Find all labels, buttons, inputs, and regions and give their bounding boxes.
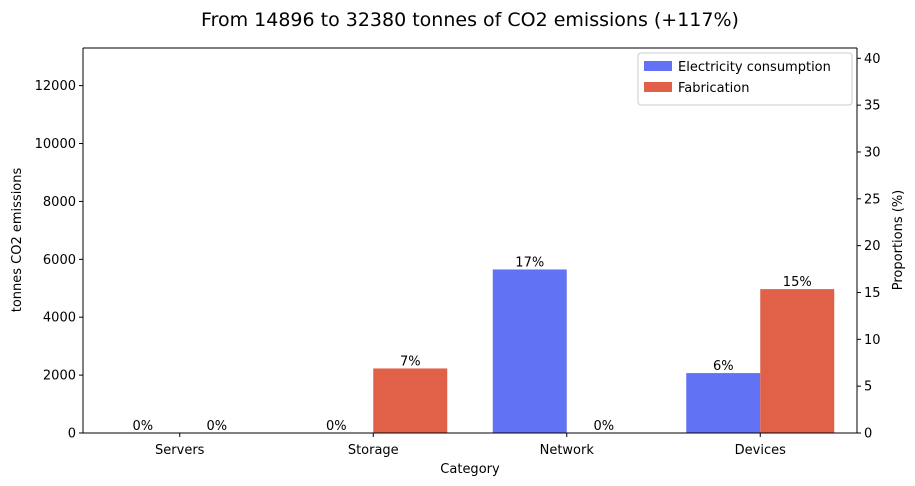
bars-group [373, 269, 835, 433]
data-label-electricity-consumption-devices: 6% [713, 359, 734, 374]
y-tick-label: 6000 [43, 253, 76, 268]
data-label-electricity-consumption-servers: 0% [132, 419, 153, 434]
y-axis-right-label: Proportions (%) [891, 190, 906, 290]
legend-swatch-electricity-consumption [644, 61, 672, 71]
bar-labels-group: 0% 0% 17% 6% 0% 7% 0% 15% [132, 255, 811, 434]
y-right-tick-label: 35 [864, 99, 881, 114]
chart-title: From 14896 to 32380 tonnes of CO2 emissi… [201, 9, 739, 31]
bar-electricity-consumption-network [492, 269, 567, 433]
y-right-tick-label: 30 [864, 145, 881, 160]
bar-fabrication-devices [760, 289, 835, 433]
y-right-tick-label: 10 [864, 333, 881, 348]
y-tick-label: 2000 [43, 369, 76, 384]
data-label-electricity-consumption-storage: 0% [326, 419, 347, 434]
x-tick-label-network: Network [540, 443, 595, 458]
x-tick-label-devices: Devices [735, 443, 786, 458]
legend-swatch-fabrication [644, 82, 672, 92]
y-right-tick-label: 20 [864, 239, 881, 254]
y-axis-label: tonnes CO2 emissions [10, 168, 25, 313]
legend-frame [637, 52, 853, 106]
bar-fabrication-storage [373, 368, 448, 433]
bar-electricity-consumption-devices [686, 373, 761, 433]
y-right-tick-label: 0 [864, 427, 872, 442]
data-label-electricity-consumption-network: 17% [515, 255, 544, 270]
legend: Electricity consumption Fabrication [637, 52, 853, 106]
y-tick-label: 8000 [43, 195, 76, 210]
y-tick-label: 10000 [35, 137, 76, 152]
y-right-tick-label: 40 [864, 52, 881, 67]
x-tick-label-servers: Servers [155, 443, 205, 458]
axes-group: 0 2000 4000 6000 8000 10000 12000 0 5 10 15 20 25 30 3… [35, 47, 881, 458]
legend-label-electricity-consumption: Electricity consumption [678, 60, 831, 75]
data-label-fabrication-devices: 15% [783, 275, 812, 290]
data-label-fabrication-network: 0% [593, 419, 614, 434]
y-tick-label: 0 [68, 427, 76, 442]
y-tick-label: 4000 [43, 311, 76, 326]
x-tick-label-storage: Storage [348, 443, 399, 458]
data-label-fabrication-servers: 0% [206, 419, 227, 434]
y-right-tick-label: 5 [864, 380, 872, 395]
y-right-tick-label: 15 [864, 286, 881, 301]
x-axis-label: Category [440, 462, 500, 477]
data-label-fabrication-storage: 7% [400, 354, 421, 369]
legend-label-fabrication: Fabrication [678, 81, 749, 96]
y-right-tick-label: 25 [864, 192, 881, 207]
y-tick-label: 12000 [35, 79, 76, 94]
